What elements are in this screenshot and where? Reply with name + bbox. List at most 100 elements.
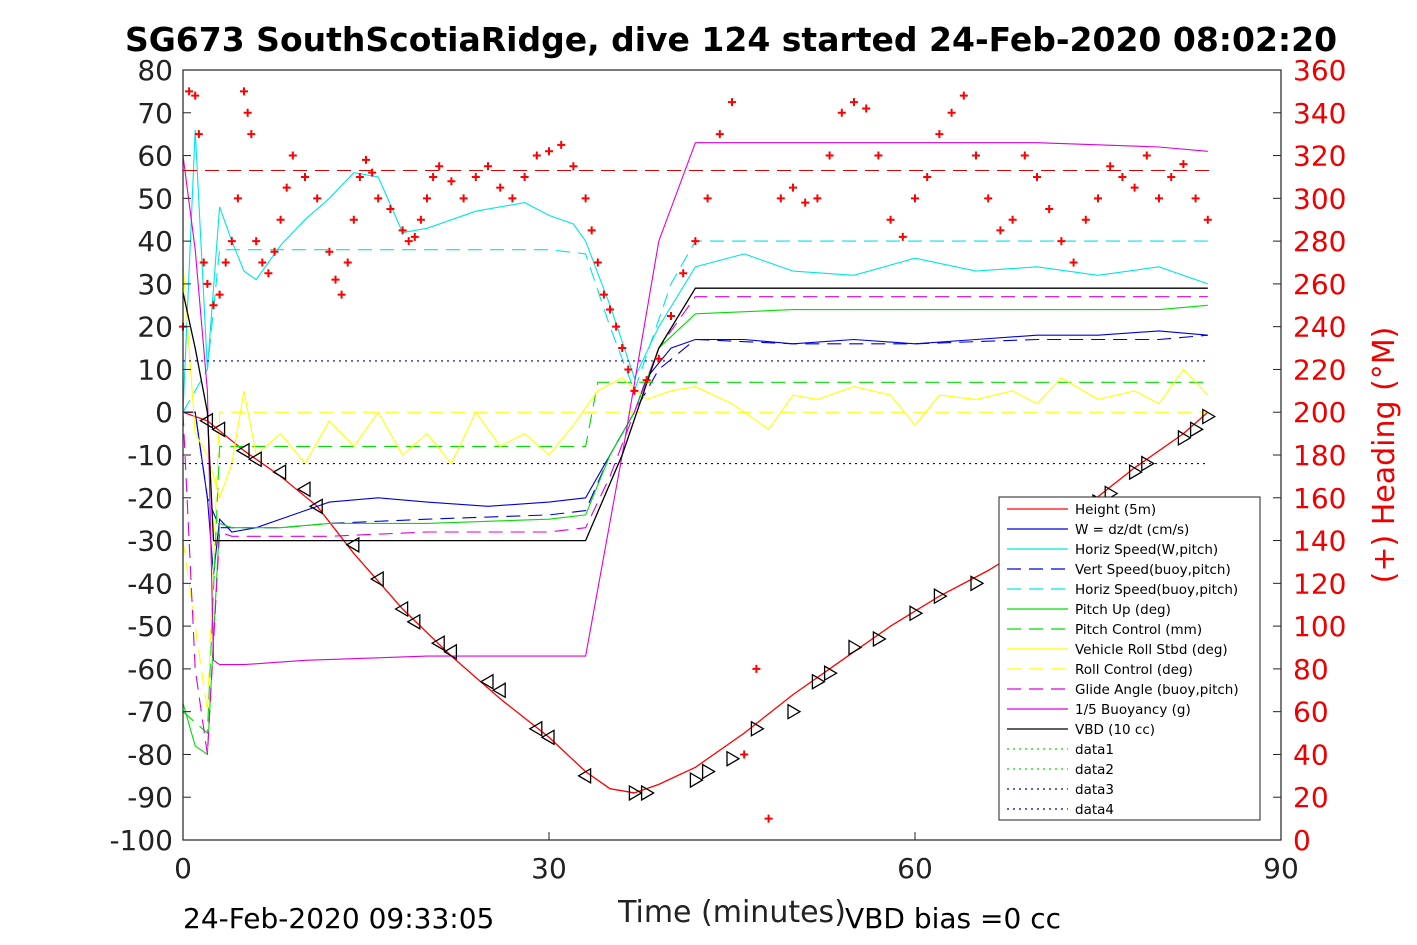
heading-point xyxy=(679,269,688,278)
depth-marker xyxy=(1177,429,1192,447)
heading-point xyxy=(593,258,602,267)
y-right-tick-label: 120 xyxy=(1293,567,1346,600)
heading-point xyxy=(935,130,944,139)
heading-point xyxy=(947,108,956,117)
y-left-tick-label: 70 xyxy=(137,97,173,130)
heading-point xyxy=(447,177,456,186)
heading-point xyxy=(740,750,749,759)
heading-point xyxy=(416,215,425,224)
depth-marker xyxy=(872,630,887,648)
depth-marker xyxy=(701,763,716,780)
heading-point xyxy=(606,305,614,314)
heading-point xyxy=(496,183,505,192)
heading-point xyxy=(532,151,541,160)
heading-point xyxy=(911,194,919,203)
heading-point xyxy=(1130,183,1139,192)
heading-point xyxy=(667,311,675,320)
legend-label: W = dz/dt (cm/s) xyxy=(1075,522,1189,538)
heading-point xyxy=(386,205,395,214)
legend-label: Vert Speed(buoy,pitch) xyxy=(1075,562,1231,578)
legend-label: VBD (10 cc) xyxy=(1075,722,1155,738)
y-left-tick-label: -20 xyxy=(127,482,173,515)
y-right-tick-label: 40 xyxy=(1293,738,1329,771)
heading-point xyxy=(398,226,407,235)
series-line-9 xyxy=(182,296,1208,755)
heading-point xyxy=(545,147,553,156)
legend-label: Vehicle Roll Stbd (deg) xyxy=(1075,642,1228,658)
depth-marker xyxy=(689,771,704,789)
series-line-11 xyxy=(182,287,1208,542)
y-right-tick-label: 240 xyxy=(1293,311,1346,344)
depth-marker xyxy=(787,703,802,720)
depth-marker xyxy=(199,412,214,429)
heading-point xyxy=(752,664,761,673)
heading-point xyxy=(557,140,566,149)
heading-point xyxy=(203,279,212,288)
series-line-4 xyxy=(182,240,1208,413)
y-left-tick-label: -60 xyxy=(127,653,173,686)
heading-point xyxy=(886,215,895,224)
heading-point xyxy=(258,258,267,267)
y-axis-right: 3603403203002802602402202001801601401201… xyxy=(1273,54,1346,857)
heading-point xyxy=(825,151,834,160)
heading-point xyxy=(435,162,444,171)
y-right-tick-label: 200 xyxy=(1293,396,1346,429)
depth-marker xyxy=(1141,455,1156,472)
heading-point xyxy=(185,87,194,96)
legend-box xyxy=(998,496,1261,821)
series-layer xyxy=(182,129,1211,794)
heading-point xyxy=(1008,215,1017,224)
heading-point xyxy=(194,130,203,139)
depth-marker xyxy=(750,720,765,737)
heading-point xyxy=(227,237,236,246)
heading-point xyxy=(459,194,468,203)
y-left-tick-label: -100 xyxy=(109,824,173,857)
heading-point xyxy=(624,365,633,374)
heading-point xyxy=(343,258,352,267)
y-right-tick-label: 300 xyxy=(1293,182,1346,215)
heading-point xyxy=(1057,237,1066,246)
heading-point xyxy=(276,215,285,224)
heading-point xyxy=(581,194,590,203)
y-left-tick-label: -90 xyxy=(127,781,173,814)
y-right-tick-label: 20 xyxy=(1293,781,1329,814)
legend-label: Horiz Speed(W,pitch) xyxy=(1075,542,1218,558)
footer-timestamp: 24-Feb-2020 09:33:05 xyxy=(183,902,494,935)
legend-label: data4 xyxy=(1075,802,1114,818)
heading-point xyxy=(355,172,364,181)
heading-point xyxy=(801,198,810,207)
depth-marker xyxy=(1202,408,1217,425)
depth-marker xyxy=(211,421,226,438)
heading-point xyxy=(715,130,724,139)
heading-point xyxy=(1081,215,1090,224)
y-left-tick-label: 30 xyxy=(137,268,173,301)
y-left-tick-label: -10 xyxy=(127,439,173,472)
depth-marker xyxy=(443,643,458,660)
heading-point xyxy=(1020,151,1029,160)
heading-point xyxy=(837,108,846,117)
heading-point xyxy=(789,183,797,192)
heading-point xyxy=(1191,194,1200,203)
depth-marker xyxy=(528,720,543,737)
heading-point xyxy=(587,226,596,235)
legend-label: data3 xyxy=(1075,782,1114,798)
heading-point xyxy=(1069,258,1078,267)
legend-label: Roll Control (deg) xyxy=(1075,662,1193,678)
footer-vbd-bias: VBD bias =0 cc xyxy=(845,902,1061,935)
heading-point xyxy=(972,151,980,160)
depth-marker xyxy=(577,767,592,784)
heading-point xyxy=(618,344,627,353)
heading-point xyxy=(642,376,651,385)
heading-point xyxy=(331,275,340,284)
y-right-tick-label: 220 xyxy=(1293,353,1346,386)
y-right-tick-label: 0 xyxy=(1293,824,1311,857)
y-right-tick-label: 280 xyxy=(1293,225,1346,258)
depth-marker xyxy=(933,588,948,605)
legend-label: Pitch Control (mm) xyxy=(1075,622,1202,638)
y-left-tick-label: 40 xyxy=(137,225,173,258)
y-right-tick-label: 160 xyxy=(1293,482,1346,515)
depth-marker xyxy=(848,639,863,656)
heading-point xyxy=(862,104,871,113)
heading-point xyxy=(703,194,712,203)
legend-label: Glide Angle (buoy,pitch) xyxy=(1075,682,1239,698)
